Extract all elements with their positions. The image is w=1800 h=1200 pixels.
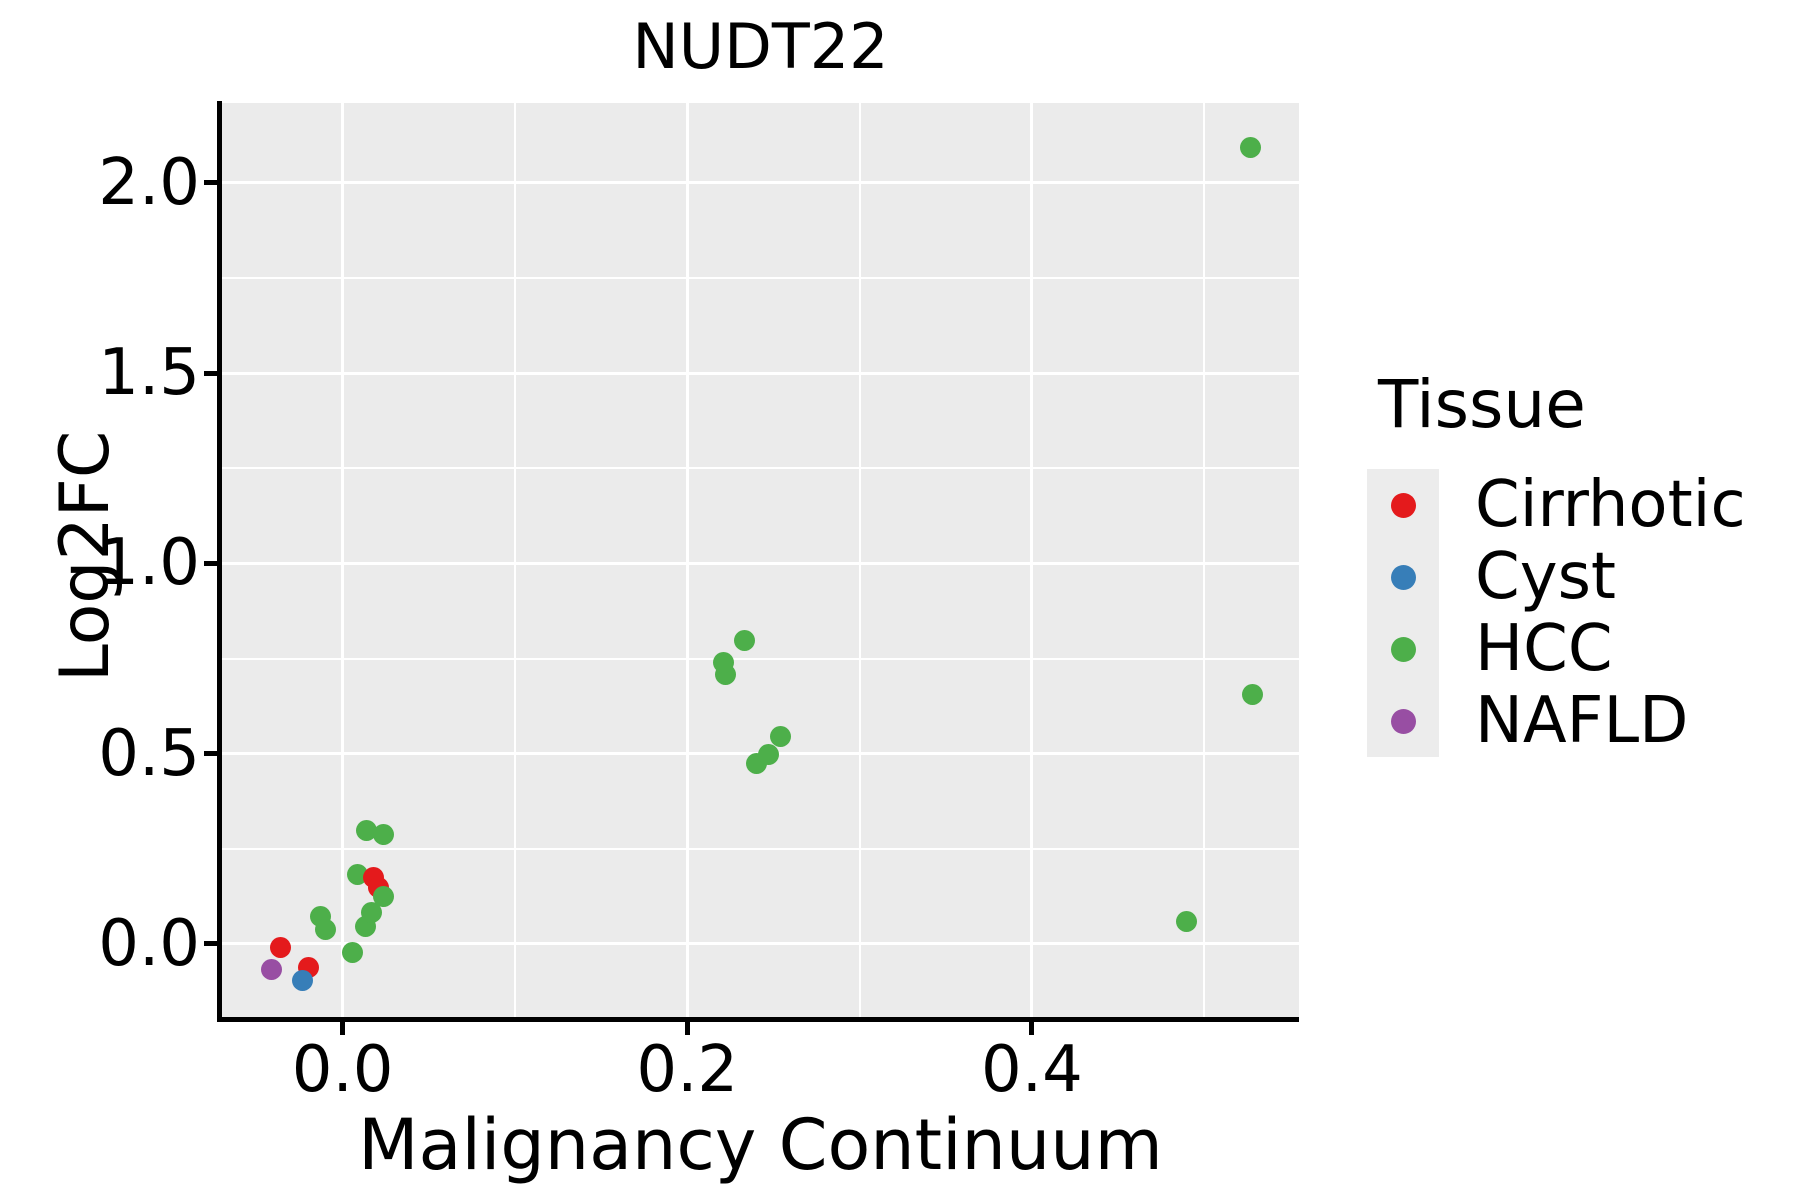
y-tick-label: 1.5 [98,336,200,411]
x-tick-label: 0.4 [981,1033,1083,1107]
plot-title: NUDT22 [632,9,889,83]
gridline-major-x [1030,103,1034,1020]
legend-dot [1390,636,1416,662]
scatter-point-hcc [314,918,336,940]
y-tick-mark [204,560,217,566]
y-tick-mark [204,751,217,757]
legend-item-cyst: Cyst [1367,540,1787,614]
legend-item-label: HCC [1475,612,1613,686]
legend-item-hcc: HCC [1367,612,1787,686]
scatter-point-hcc [712,651,734,673]
scatter-point-hcc [733,630,755,652]
y-tick-mark [204,180,217,186]
legend-item-label: Cyst [1475,540,1616,614]
gridline-minor-x [513,103,516,1020]
x-tick-label: 0.2 [636,1033,739,1107]
scatter-point-hcc [373,824,395,846]
gridline-minor-y [222,467,1299,470]
legend-key-box [1367,685,1439,757]
scatter-point-hcc [361,902,383,924]
gridline-minor-y [222,657,1299,660]
scatter-point-hcc [769,725,791,747]
y-tick-label: 0.5 [98,716,200,791]
gridline-minor-y [222,277,1299,280]
gridline-major-y [222,371,1299,375]
y-tick-mark [204,941,217,947]
gridline-major-x [685,103,689,1020]
gridline-major-y [222,181,1299,185]
scatter-point-cyst [292,969,314,991]
legend-items: Cirrhotic Cyst HCC NAFLD [1367,468,1787,758]
gridline-minor-x [858,103,861,1020]
scatter-point-hcc [1240,137,1262,159]
x-axis-label: Malignancy Continuum [358,1104,1163,1186]
y-axis-line [217,101,222,1022]
legend-item-nafld: NAFLD [1367,684,1787,758]
y-tick-label: 2.0 [98,145,200,220]
legend-title: Tissue [1378,366,1586,443]
gridline-major-y [222,561,1299,565]
gridline-major-x [341,103,345,1020]
x-tick-label: 0.0 [291,1033,394,1107]
scatter-point-cirrhotic [270,937,292,959]
y-axis-label-text: Log2FC [46,430,125,682]
x-tick-mark [684,1022,690,1035]
y-tick-label: 0.0 [98,906,200,981]
legend-item-cirrhotic: Cirrhotic [1367,468,1787,542]
scatter-point-hcc [373,886,395,908]
x-axis-line [217,1017,1299,1022]
legend-dot [1390,708,1416,734]
scatter-point-hcc [1241,684,1263,706]
scatter-point-hcc [356,820,378,841]
scatter-point-hcc [757,744,779,766]
gridline-minor-x [1203,103,1206,1020]
plot-area [222,103,1299,1020]
legend-key-box [1367,469,1439,541]
y-tick-label: 1.0 [98,526,200,601]
legend-item-label: Cirrhotic [1475,468,1746,542]
scatter-point-hcc [1176,911,1198,933]
legend-key-box [1367,541,1439,613]
legend-key-box [1367,613,1439,685]
gridline-minor-y [222,847,1299,850]
gridline-major-y [222,942,1299,946]
y-tick-mark [204,370,217,376]
legend-dot [1390,564,1416,590]
scatter-point-nafld [261,958,283,980]
scatter-point-hcc [346,864,368,886]
scatter-point-hcc [342,941,364,963]
x-tick-mark [1029,1022,1035,1035]
legend-dot [1390,492,1416,518]
x-tick-mark [340,1022,346,1035]
legend-item-label: NAFLD [1475,684,1689,758]
